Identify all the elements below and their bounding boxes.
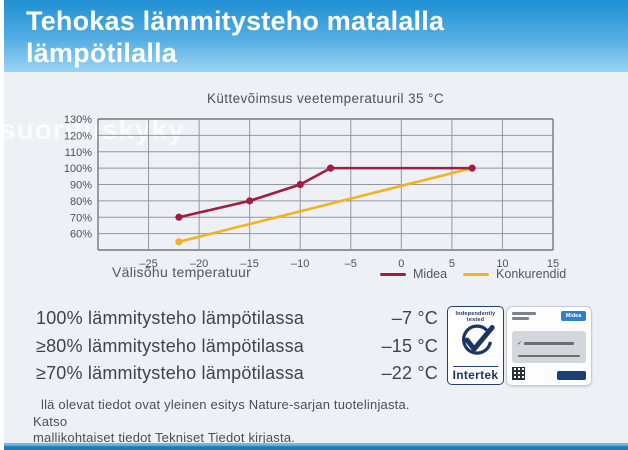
svg-text:0: 0: [398, 258, 404, 270]
slide-title-line2: lämpötilalla: [26, 38, 177, 68]
certificate-detail-box: ✓: [512, 331, 586, 363]
intertek-tagline-line1: Independently: [455, 311, 496, 317]
slide-header: Tehokas lämmitysteho matalalla lämpötila…: [4, 0, 628, 72]
footnote: llä olevat tiedot ovat yleinen esitys Na…: [33, 397, 423, 447]
svg-text:15: 15: [547, 258, 559, 270]
certificate-text-skeleton: [512, 317, 529, 320]
chart-legend: Midea Konkurendid: [380, 267, 566, 281]
svg-text:100%: 100%: [64, 163, 92, 175]
intertek-check-icon: [461, 324, 495, 355]
svg-text:–5: –5: [345, 258, 357, 270]
konkurendid-line-swatch-icon: [463, 272, 490, 276]
svg-text:130%: 130%: [64, 114, 92, 126]
footnote-line1: llä olevat tiedot ovat yleinen esitys Na…: [33, 397, 410, 429]
divider: [453, 384, 498, 385]
stats-list: 100% lämmitysteho lämpötilassa –7 °C ≥80…: [36, 305, 438, 388]
legend-item-konkurendid: Konkurendid: [463, 267, 566, 281]
intertek-badge: Independently tested Intertek: [447, 306, 504, 385]
stat-row-80: ≥80% lämmitysteho lämpötilassa –15 °C: [36, 333, 438, 361]
divider: [453, 366, 498, 367]
svg-text:–20: –20: [190, 258, 208, 270]
footer-accent-bar: [4, 443, 628, 450]
stat-label: 100% lämmitysteho lämpötilassa: [36, 308, 305, 328]
certificate-card: Midea ✓: [506, 306, 592, 386]
stat-value: –15 °C: [381, 335, 438, 356]
svg-text:120%: 120%: [64, 130, 92, 142]
line-chart-canvas: 130% 120% 110% 100% 90% 80% 70% 60% –25 –20 –15 –10…: [64, 114, 559, 270]
svg-text:70%: 70%: [70, 212, 92, 224]
legend-label-konkurendid: Konkurendid: [496, 267, 567, 281]
svg-text:–15: –15: [240, 258, 258, 270]
stat-row-100: 100% lämmitysteho lämpötilassa –7 °C: [36, 305, 438, 333]
stat-row-70: ≥70% lämmitysteho lämpötilassa –22 °C: [36, 360, 438, 388]
chart-title: Küttevõimsus veetemperatuuril 35 °C: [206, 91, 444, 106]
certificate-button-chip: [557, 371, 586, 380]
slide-body: suorituskyky Küttevõimsus veetemperatuur…: [0, 72, 628, 445]
svg-text:60%: 60%: [70, 229, 92, 241]
certification-badges: Independently tested Intertek Midea: [447, 306, 592, 386]
stat-label: ≥70% lämmitysteho lämpötilassa: [36, 363, 304, 383]
footnote-line2: mallikohtaiset tiedot Tekniset Tiedot ki…: [33, 430, 296, 445]
midea-line-swatch-icon: [380, 272, 406, 276]
stat-value: –7 °C: [391, 308, 438, 328]
checkmark-icon: ✓: [517, 341, 523, 347]
svg-text:–25: –25: [139, 258, 157, 270]
intertek-tagline-line2: tested: [466, 317, 485, 323]
svg-text:–10: –10: [291, 258, 309, 270]
qr-code-icon: [512, 367, 525, 380]
svg-text:90%: 90%: [70, 180, 92, 192]
midea-logo-chip: Midea: [561, 311, 586, 321]
svg-text:5: 5: [449, 258, 455, 270]
slide-title-line1: Tehokas lämmitysteho matalalla: [26, 6, 445, 36]
legend-label-midea: Midea: [413, 267, 448, 281]
svg-text:10: 10: [496, 258, 508, 270]
stat-value: –22 °C: [381, 363, 438, 383]
certificate-text-skeleton: [518, 355, 580, 357]
svg-text:80%: 80%: [70, 196, 92, 208]
x-axis-label: Välisõhu temperatuur: [112, 264, 252, 280]
certificate-text-skeleton: [512, 312, 536, 315]
certificate-text-skeleton: [524, 342, 574, 345]
stat-label: ≥80% lämmitysteho lämpötilassa: [36, 335, 304, 356]
legend-item-midea: Midea: [380, 267, 447, 281]
svg-text:110%: 110%: [65, 147, 93, 159]
intertek-brand: Intertek: [452, 368, 499, 382]
